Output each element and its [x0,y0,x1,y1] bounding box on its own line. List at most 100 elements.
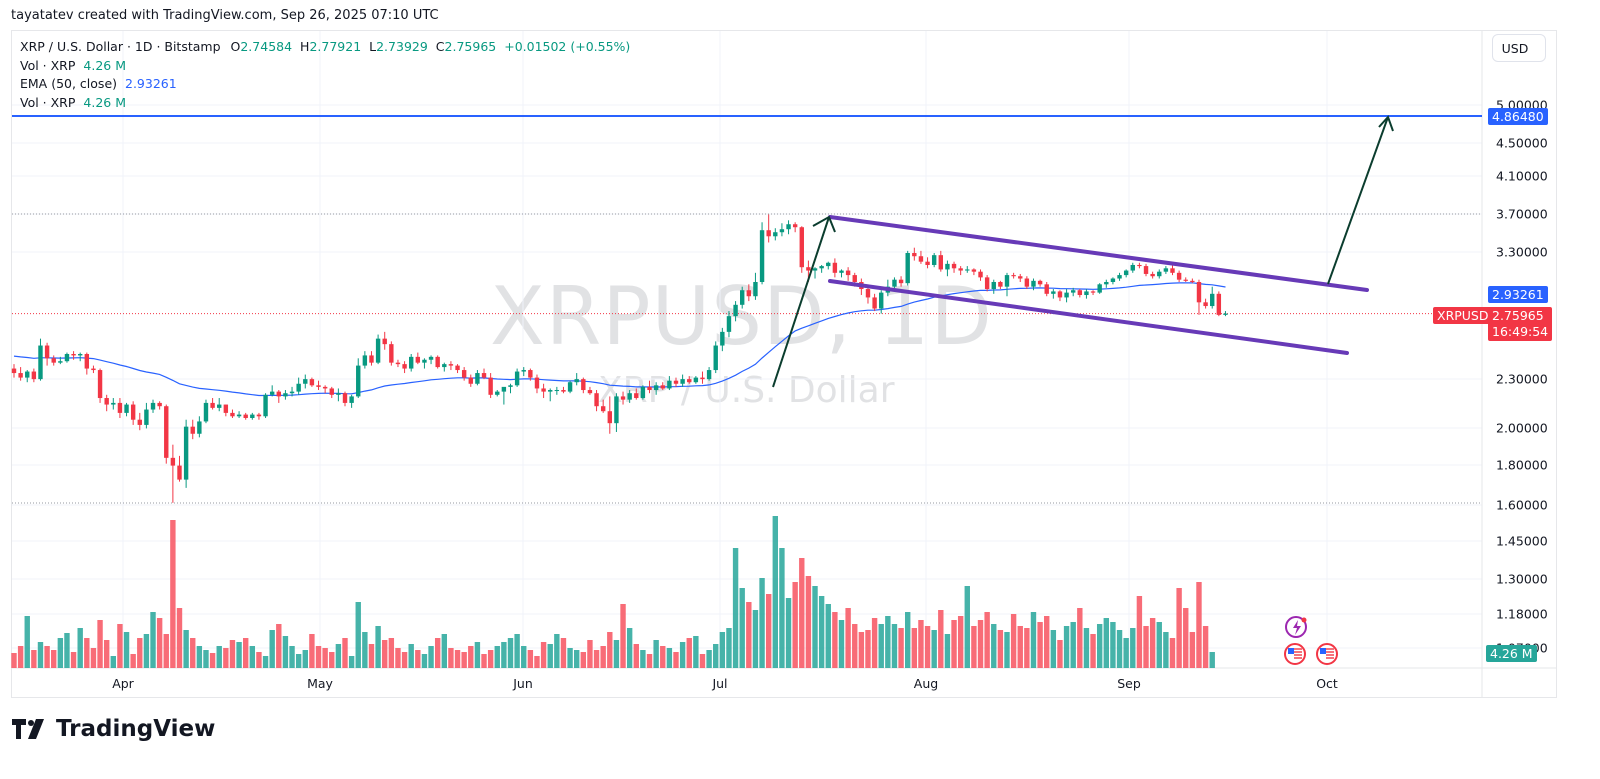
volume-bar [971,626,977,668]
price-tick: 2.30000 [1496,371,1548,387]
time-tick: Jun [513,676,533,691]
volume-bar [110,656,116,668]
currency-button[interactable]: USD [1492,34,1546,62]
candle-body [25,371,30,378]
candle-body [256,414,262,417]
last-price-tag: 2.75965 16:49:54 [1488,307,1553,341]
volume-bar [31,650,37,668]
time-tick: Jul [712,676,728,691]
volume-legend-row-2[interactable]: Vol · XRP 4.26 M [20,94,630,113]
volume-bar [70,652,77,668]
volume-bar [24,616,30,668]
volume-bar [1202,626,1209,668]
candle-body [534,377,540,389]
candle-body [1104,281,1109,285]
candle-body [806,267,811,271]
tradingview-logo[interactable]: TradingView [12,716,215,742]
volume-bar [1163,632,1169,668]
candle-body [740,290,745,305]
volume-bar [395,648,401,668]
candle-body [1170,268,1175,273]
candle-body [1223,313,1228,315]
volume-bar [342,638,348,668]
volume-bar [1209,652,1215,668]
candle-body [289,391,295,394]
volume-bar [11,653,17,668]
volume-bar [329,652,335,668]
candle-body [336,393,341,395]
flagpole-arrow [772,216,830,388]
candle-body [481,373,487,378]
candle-body [1011,275,1016,277]
volume-bar [739,588,745,668]
volume-bar [911,628,918,668]
price-tick: 2.00000 [1496,420,1548,436]
candle-body [594,393,599,407]
volume-bar [223,648,229,668]
volume-legend-row[interactable]: Vol · XRP 4.26 M [20,57,630,76]
volume-bar [554,634,560,668]
volume-bar [779,548,785,668]
volume-bar [567,648,573,668]
candle-body [984,277,990,290]
candle-body [329,388,334,395]
symbol-tag: XRPUSD [1433,307,1493,324]
volume-bar [746,602,752,668]
candle-body [296,383,301,392]
volume-bar [1110,622,1116,668]
candle-body [276,391,281,397]
tradingview-logo-text: TradingView [56,716,216,742]
volume-bar [759,578,765,668]
volume-bar [805,576,812,668]
symbol-title[interactable]: XRP / U.S. Dollar · 1D · Bitstamp [20,39,221,54]
candle-body [130,404,136,420]
volume-bar [487,650,494,668]
volume-bar [1010,614,1017,668]
time-tick: May [307,676,333,691]
candle-body [991,281,996,290]
volume-bar [838,620,845,668]
volume-bar [891,624,898,668]
volume-bar [355,602,361,668]
candle-body [799,227,804,268]
candle-body [1097,284,1102,293]
candle-body [1183,279,1188,281]
candle-body [1210,293,1215,307]
candle-body [250,414,255,418]
volume-bar [428,646,434,668]
volume-bar [481,654,487,668]
volume-bar [1050,630,1057,668]
volume-bar [845,608,851,668]
candle-body [1123,270,1129,276]
volume-bar [57,638,64,668]
volume-bar [574,650,580,668]
candle-body [51,358,56,363]
chart-frame [11,30,1557,698]
candle-body [375,338,381,363]
volume-bar [103,640,110,668]
candle-body [832,262,838,273]
candle-body [1077,290,1083,296]
candle-body [687,379,692,383]
volume-bar [818,596,825,668]
volume-bar [209,653,216,668]
candle-body [766,230,771,237]
candle-body [1216,293,1222,315]
candle-body [402,364,407,369]
candle-body [356,365,361,397]
candle-body [978,271,983,278]
candle-body [600,406,606,412]
ema-legend-row[interactable]: EMA (50, close) 2.93261 [20,75,630,94]
volume-bar [1063,626,1070,668]
candle-body [1203,302,1208,307]
candle-body [971,269,977,272]
volume-bar [97,620,103,668]
volume-bar [792,582,798,668]
volume-bar [964,586,970,668]
volume-bar [454,650,461,668]
volume-bar [957,616,964,668]
volume-bar [931,630,937,668]
volume-bar [216,646,222,668]
candle-body [269,391,275,395]
